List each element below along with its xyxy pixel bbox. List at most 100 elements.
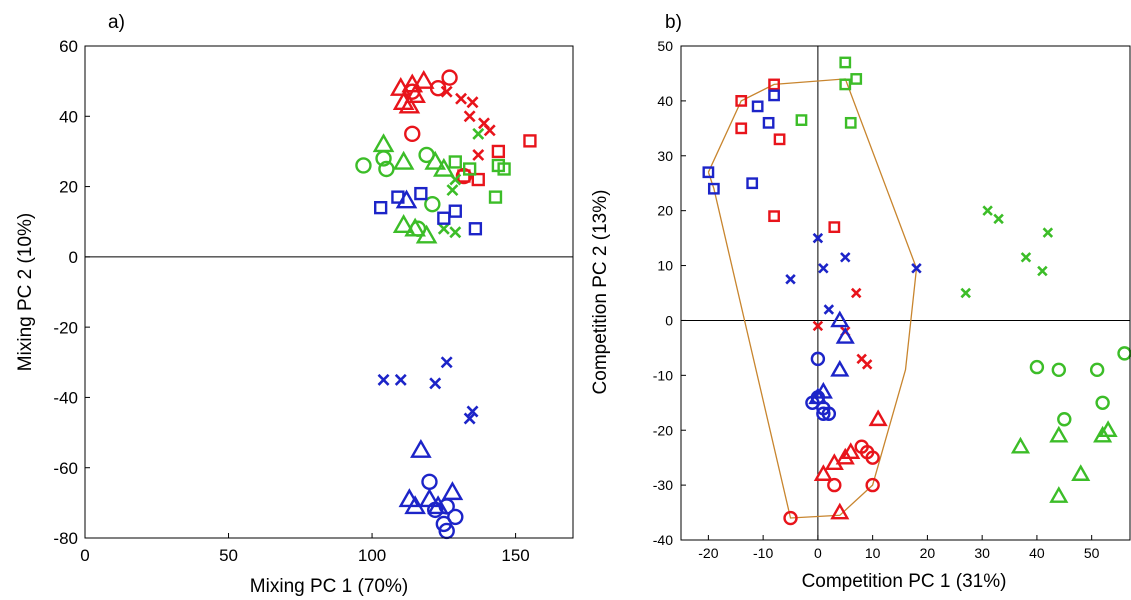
panel-a-point-green-x xyxy=(472,127,485,140)
panel-b-point-blue-triangle xyxy=(830,310,850,328)
panel-b-point-green-triangle xyxy=(1010,436,1031,454)
panel-b-point-red-square xyxy=(735,122,748,135)
panel-a-point-green-triangle xyxy=(372,133,395,153)
panel-a-point-blue-circle xyxy=(447,508,464,526)
panel-b-point-red-square xyxy=(768,210,780,223)
panel-b-point-green-triangle xyxy=(1071,464,1091,481)
panel-b-point-blue-x xyxy=(818,263,829,274)
panel-a-y-tick-label: -40 xyxy=(53,389,78,408)
panel-a-point-red-square xyxy=(491,144,506,159)
panel-b-point-green-triangle xyxy=(1049,486,1069,503)
panel-b-point-green-circle xyxy=(1057,412,1072,427)
panel-b-point-green-triangle xyxy=(1049,425,1069,443)
panel-a-point-blue-circle xyxy=(421,473,438,490)
panel-b-point-green-circle xyxy=(1095,395,1110,410)
panel-a-point-blue-square xyxy=(437,211,451,225)
panel-b-y-tick-label: 40 xyxy=(657,93,673,109)
panel-a-point-blue-triangle xyxy=(410,438,432,458)
panel-a-point-green-circle xyxy=(375,150,392,167)
panel-b-point-red-square xyxy=(828,221,841,234)
panel-b-point-blue-square xyxy=(702,166,715,179)
panel-a-point-green-square xyxy=(448,155,462,169)
panel-b-point-red-triangle xyxy=(830,502,850,520)
panel-b-point-blue-triangle xyxy=(835,326,855,344)
panel-b-point-blue-x xyxy=(823,304,835,315)
panel-b-point-red-x xyxy=(812,320,824,332)
panel-b-point-blue-x xyxy=(812,232,824,244)
panel-b-point-green-x xyxy=(1042,227,1054,238)
panel-a-point-blue-x xyxy=(429,377,442,390)
panel-b-y-tick-label: 30 xyxy=(657,148,673,164)
panel-b-y-tick-label: 20 xyxy=(657,203,673,219)
panel-b-point-green-square xyxy=(839,56,852,69)
panel-b-point-blue-square xyxy=(751,100,764,113)
panel-a-point-blue-square xyxy=(414,186,428,201)
panel-a-point-blue-triangle xyxy=(395,189,418,209)
panel-a-point-blue-x xyxy=(440,356,453,369)
panel-a-point-green-circle xyxy=(378,160,395,178)
panel-b-point-blue-square xyxy=(762,116,775,129)
panel-a-x-tick-label: 100 xyxy=(358,546,386,565)
panel-a-point-red-triangle xyxy=(398,94,421,114)
panel-b-point-green-x xyxy=(960,287,971,299)
panel-b-x-tick-label: 0 xyxy=(814,545,822,561)
panel-a-y-tick-label: 40 xyxy=(59,107,78,126)
panel-a-point-red-x xyxy=(466,96,479,109)
panel-a-point-blue-triangle xyxy=(441,481,464,501)
panel-b-point-green-square xyxy=(850,73,863,85)
panel-b-ticks: -20 -10 0 10 20 30 40 50 -40 -30 -20 -10 0 10 20 30 40 50 xyxy=(653,38,1100,561)
panel-b-y-tick-label: 10 xyxy=(657,258,673,274)
panel-b-point-green-x xyxy=(982,205,993,216)
panel-b-point-blue-circle xyxy=(805,395,820,410)
panel-b-point-green-circle xyxy=(1051,362,1067,378)
panel-b-point-red-square xyxy=(735,95,748,107)
panel-b-y-tick-label: 0 xyxy=(665,312,673,328)
panel-b-point-blue-circle xyxy=(816,406,831,421)
panel-b-x-tick-label: 20 xyxy=(920,545,936,561)
panel-a-point-green-circle xyxy=(355,157,372,174)
panel-a-point-red-circle xyxy=(404,83,421,100)
panel-b-point-green-x xyxy=(1020,252,1032,263)
panel-a: a) 0 50 100 150 -80 -60 -40 -20 0 20 40 60 Mixing P… xyxy=(15,12,574,597)
panel-a-point-green-triangle xyxy=(392,214,415,233)
panel-a-point-green-square xyxy=(462,162,477,176)
panel-a-point-green-circle xyxy=(424,195,441,213)
panel-a-y-tick-label: -60 xyxy=(53,459,78,478)
panel-b-point-red-circle xyxy=(865,477,880,493)
panel-b-y-tick-label: -10 xyxy=(653,367,673,383)
panel-a-point-blue-square xyxy=(468,222,483,236)
panel-b-point-green-x xyxy=(993,213,1004,225)
panel-a-y-axis-label: Mixing PC 2 (10%) xyxy=(15,213,36,371)
panel-a-point-blue-triangle xyxy=(427,495,449,515)
panel-b-point-red-circle xyxy=(865,450,880,465)
panel-a-y-tick-label: -20 xyxy=(53,318,78,337)
panel-b-x-axis-label: Competition PC 1 (31%) xyxy=(802,571,1007,592)
panel-b-point-red-triangle xyxy=(813,464,833,481)
panel-b-y-tick-label: -20 xyxy=(653,422,673,438)
panel-a-point-blue-x xyxy=(377,373,390,386)
panel-a-point-red-x xyxy=(455,92,468,105)
panel-a-plot-frame xyxy=(84,45,574,539)
panel-a-point-green-circle xyxy=(418,146,435,164)
panel-b-point-blue-circle xyxy=(821,406,837,421)
panel-a-point-red-circle xyxy=(441,69,458,86)
panel-b-x-tick-label: 40 xyxy=(1029,545,1045,561)
panel-b-x-tick-label: -20 xyxy=(698,545,718,561)
panel-a-x-tick-label: 150 xyxy=(501,546,529,565)
panel-a-point-blue-square xyxy=(448,204,462,218)
panel-b-point-red-square xyxy=(768,78,780,91)
panel-b-point-green-circle xyxy=(1089,362,1105,378)
panel-b-point-red-x xyxy=(861,359,873,370)
panel-b-x-tick-label: 10 xyxy=(865,545,881,561)
panel-a-point-green-triangle xyxy=(392,150,415,170)
panel-a-y-tick-label: 20 xyxy=(59,178,78,197)
panel-b-x-tick-label: 50 xyxy=(1084,545,1100,561)
panel-a-x-tick-label: 50 xyxy=(219,546,238,565)
panel-a-point-red-triangle xyxy=(412,69,435,89)
panel-a-point-blue-circle xyxy=(427,501,444,519)
panel-a-point-green-x xyxy=(446,184,459,197)
panel-a-point-green-square xyxy=(488,190,503,204)
panel-a-point-red-x xyxy=(472,148,485,161)
panel-b-point-blue-circle xyxy=(810,351,826,367)
